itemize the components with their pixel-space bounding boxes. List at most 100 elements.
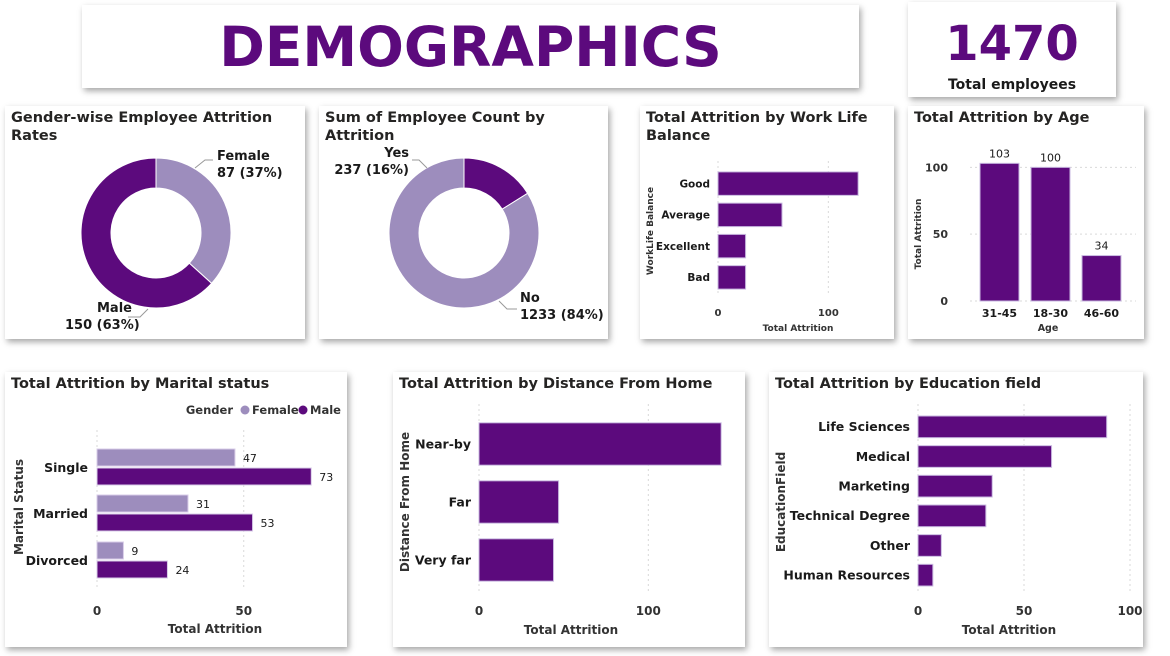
x-tick-label: 100: [1117, 604, 1142, 618]
leader-line: [128, 308, 149, 318]
bar-very-far: [478, 538, 555, 582]
chart-title: Total Attrition by Distance From Home: [399, 376, 713, 392]
x-tick-label: 0: [914, 604, 922, 618]
category-label: Excellent: [656, 241, 710, 253]
y-axis-title: Total Attrition: [914, 199, 924, 270]
y-tick-label: 50: [933, 228, 949, 241]
data-label: 47: [243, 452, 257, 465]
slice-label: Female: [217, 149, 270, 164]
chart-title: Gender-wise Employee Attrition Rates: [11, 110, 273, 144]
data-label: 34: [1095, 240, 1109, 253]
bar-life-sciences: [917, 415, 1108, 439]
chart-title: Sum of Employee Count by Attrition: [325, 110, 545, 144]
category-label: Life Sciences: [818, 419, 910, 434]
bar-age-46-60: [1081, 255, 1122, 302]
data-label: 103: [989, 147, 1010, 160]
y-tick-label: 0: [940, 295, 948, 308]
bar-far: [478, 480, 560, 524]
leader-line: [412, 159, 428, 169]
legend-marker-female: [240, 405, 250, 415]
attrition-donut-svg: Yes 237 (16%) No 1233 (84%): [334, 146, 603, 323]
bar-single-female: [96, 448, 236, 467]
category-label: 18-30: [1033, 307, 1069, 320]
x-axis-title: Total Attrition: [524, 623, 618, 637]
bar-average: [717, 202, 783, 228]
kpi-total-employees-label: Total employees: [947, 77, 1077, 93]
category-label: Divorced: [26, 553, 88, 568]
chart-title: Total Attrition by Age: [914, 110, 1090, 126]
slice-label: No: [520, 291, 540, 306]
bar-divorced-female: [96, 541, 124, 560]
x-axis-title: Total Attrition: [962, 623, 1056, 637]
category-label: Very far: [415, 552, 472, 567]
donut-slice-no: [388, 157, 540, 309]
category-label: Average: [661, 210, 710, 222]
slice-value-label: 87 (37%): [217, 166, 283, 181]
category-label: Medical: [856, 449, 910, 464]
y-axis-title: WorkLife Balance: [646, 187, 656, 275]
bar-excellent: [717, 233, 747, 259]
data-label: 73: [319, 471, 333, 484]
x-axis-title: Age: [1038, 323, 1059, 334]
x-axis-title: Total Attrition: [763, 324, 834, 334]
category-label: Technical Degree: [790, 508, 910, 523]
page-title: DEMOGRAPHICS: [219, 14, 722, 79]
age-column-svg: 0 50 100 103 31-45 100 18-30 34 46-60 Age Total At…: [914, 147, 1136, 334]
worklife-balance-chart[interactable]: Total Attrition by Work Life Balance 0 10…: [640, 106, 894, 339]
bar-married-female: [96, 494, 189, 513]
slice-value-label: 150 (63%): [65, 318, 140, 333]
slice-label: Yes: [383, 146, 409, 161]
bar-technical-degree: [917, 504, 987, 528]
education-field-chart[interactable]: Total Attrition by Education field 0 50 10…: [769, 372, 1143, 647]
bar-medical: [917, 445, 1053, 468]
marital-status-chart[interactable]: Total Attrition by Marital status 0 50 Gen…: [5, 372, 347, 647]
leader-line: [498, 300, 517, 310]
bar-human-resources: [917, 563, 934, 587]
donut-slice-male: [80, 157, 213, 309]
data-label: 100: [1040, 151, 1061, 164]
data-label: 31: [196, 498, 210, 511]
x-tick-label: 0: [715, 308, 722, 319]
legend-label-male: Male: [310, 403, 341, 417]
bar-married-male: [96, 513, 254, 532]
category-label: 31-45: [982, 307, 1017, 320]
category-label: Near-by: [415, 436, 471, 451]
category-label: Single: [44, 460, 88, 475]
legend-label-female: Female: [252, 403, 299, 417]
chart-title: Total Attrition by Marital status: [11, 376, 270, 392]
bar-age-18-30: [1030, 166, 1071, 302]
y-axis-title: Distance From Home: [398, 432, 412, 572]
slice-value-label: 237 (16%): [334, 163, 409, 178]
distance-from-home-chart[interactable]: Total Attrition by Distance From Home 0 1…: [393, 372, 745, 647]
marital-bar-svg: 0 50 Gender Female Male 47 73 Single 31 53 Married…: [12, 403, 341, 636]
age-attrition-chart[interactable]: Total Attrition by Age 0 50 100 103 31-45 100…: [908, 106, 1144, 339]
gender-attrition-chart[interactable]: Gender-wise Employee Attrition Rates Fem…: [5, 106, 305, 339]
y-axis-title: EducationField: [774, 452, 788, 552]
category-label: Far: [449, 494, 472, 509]
chart-title: Total Attrition by Work Life Balance: [646, 110, 868, 144]
x-tick-label: 50: [235, 604, 252, 618]
worklife-bar-svg: 0 100 Good Average Excellent Bad Total Attriti…: [646, 161, 859, 334]
bar-other: [917, 534, 942, 557]
x-tick-label: 100: [818, 308, 839, 319]
slice-label: Male: [97, 301, 132, 316]
kpi-total-employees-value: 1470: [945, 16, 1079, 72]
y-axis-title: Marital Status: [12, 459, 26, 555]
chart-title: Total Attrition by Education field: [775, 376, 1042, 392]
data-label: 9: [131, 545, 138, 558]
bar-near-by: [478, 422, 722, 466]
employee-count-by-attrition-chart[interactable]: Sum of Employee Count by Attrition Yes 23…: [319, 106, 608, 339]
data-label: 24: [175, 564, 189, 577]
education-bar-svg: 0 50 100 Life Sciences Medical Marketing Techn…: [774, 404, 1143, 637]
category-label: Other: [870, 538, 911, 553]
distance-bar-svg: 0 100 Near-by Far Very far Total Attrition Dis…: [398, 404, 722, 637]
category-label: Bad: [687, 272, 710, 284]
legend-title: Gender: [186, 403, 233, 417]
category-label: Good: [679, 178, 710, 190]
data-label: 53: [261, 517, 275, 530]
x-tick-label: 0: [93, 604, 101, 618]
category-label: Human Resources: [783, 568, 910, 583]
donut-slice-female: [155, 157, 232, 285]
kpi-card[interactable]: 1470 Total employees: [908, 2, 1116, 97]
x-tick-label: 0: [475, 604, 483, 618]
